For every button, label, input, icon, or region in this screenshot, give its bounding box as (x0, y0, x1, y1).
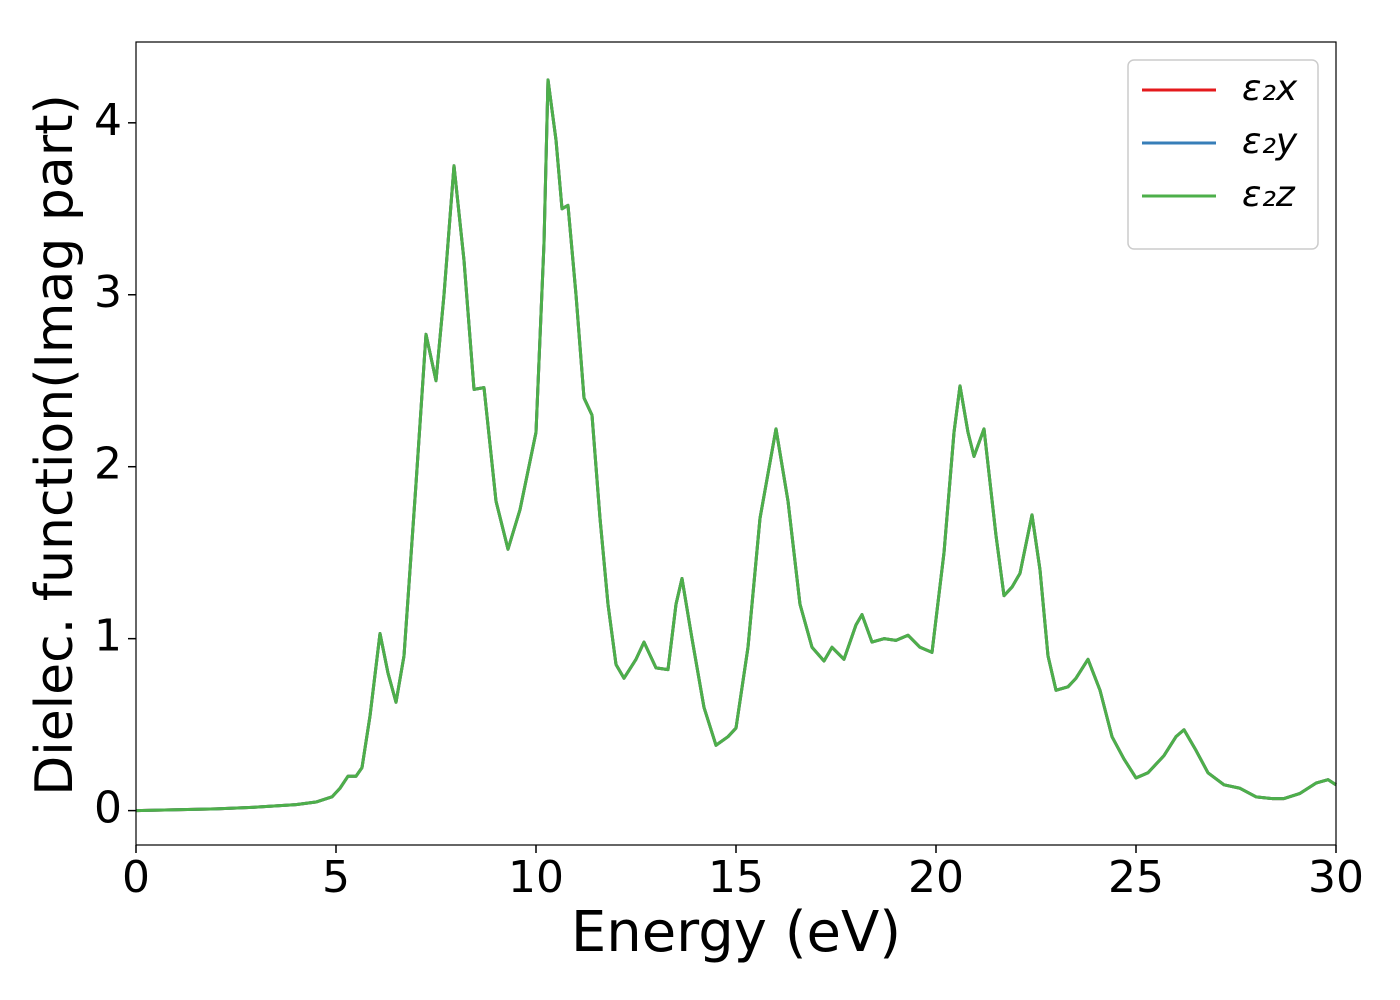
x-tick-label: 10 (508, 852, 564, 903)
y-axis-label: Dielec. function(Imag part) (25, 94, 85, 796)
x-tick-label: 30 (1308, 852, 1364, 903)
y-tick-label: 1 (94, 611, 122, 662)
legend-label: ε₂x (1242, 68, 1298, 109)
x-tick-label: 15 (708, 852, 764, 903)
x-tick-label: 25 (1108, 852, 1164, 903)
legend-label: ε₂z (1242, 174, 1296, 215)
y-tick-label: 3 (94, 267, 122, 318)
series-line (135, 78, 1337, 813)
legend-label: ε₂y (1242, 121, 1298, 162)
legend-box (1127, 59, 1319, 250)
plot-frame (135, 41, 1337, 846)
y-tick-label: 4 (94, 95, 122, 146)
y-tick-label: 0 (94, 783, 122, 834)
x-tick-label: 5 (322, 852, 350, 903)
x-tick-label: 0 (122, 852, 150, 903)
x-tick-label: 20 (908, 852, 964, 903)
y-tick-label: 2 (94, 439, 122, 490)
x-axis-label: Energy (eV) (571, 900, 901, 965)
